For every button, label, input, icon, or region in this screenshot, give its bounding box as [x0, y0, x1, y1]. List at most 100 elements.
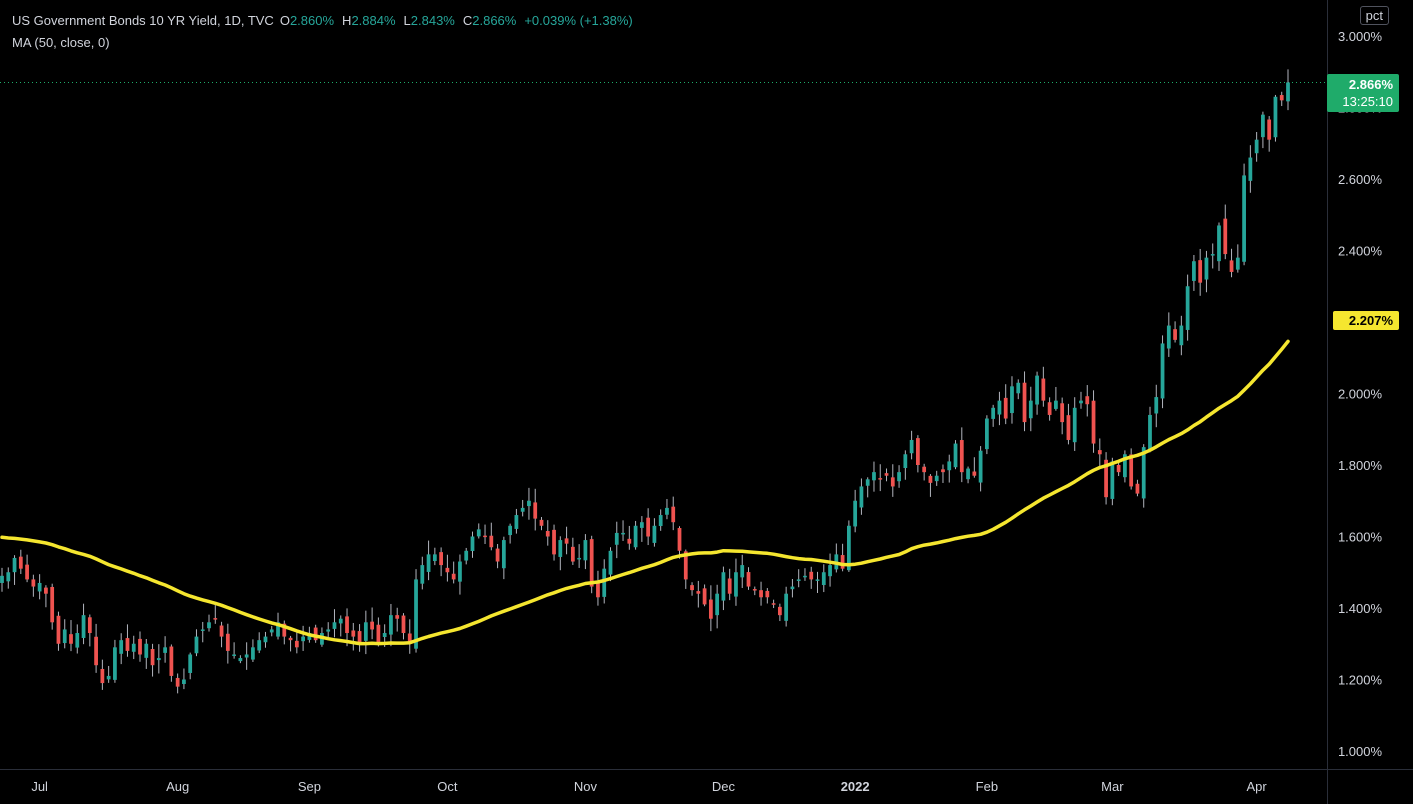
candle-body — [614, 532, 619, 545]
candle-body — [1217, 225, 1221, 262]
candle-body — [740, 565, 745, 578]
candle-body — [533, 502, 538, 519]
candle-body — [501, 540, 506, 569]
candle-body — [527, 500, 531, 507]
candle-body — [251, 647, 255, 660]
candles-group — [0, 69, 1290, 694]
candle-body — [370, 621, 374, 630]
candle-body — [934, 475, 939, 482]
high-value: 2.884% — [351, 13, 396, 28]
x-tick-label: Feb — [976, 779, 998, 794]
candle-body — [301, 636, 305, 642]
candle-body — [313, 627, 318, 641]
candle-body — [1286, 82, 1290, 102]
candle-body — [721, 572, 726, 601]
candle-body — [646, 517, 651, 537]
candle-body — [156, 658, 161, 661]
candle-body — [163, 647, 167, 653]
unit-toggle[interactable]: pct — [1359, 6, 1389, 25]
candle-body — [1003, 397, 1008, 419]
last-price-tag: 2.866% 13:25:10 — [1327, 74, 1399, 112]
change-value: +0.039% (+1.38%) — [524, 13, 633, 28]
y-tick-label: 1.800% — [1338, 458, 1383, 473]
candle-body — [1072, 407, 1077, 443]
candle-body — [696, 591, 701, 594]
x-tick-label: Jul — [31, 779, 48, 794]
candle-body — [1223, 218, 1228, 255]
candle-body — [683, 551, 688, 580]
candle-body — [395, 615, 400, 619]
candle-body — [432, 554, 437, 562]
y-tick-label: 3.000% — [1338, 29, 1383, 44]
ma-indicator-label[interactable]: MA (50, close, 0) — [12, 35, 110, 50]
close-value: 2.866% — [472, 13, 517, 28]
candle-body — [815, 579, 820, 581]
candle-body — [276, 622, 280, 637]
candle-body — [483, 535, 487, 538]
candle-body — [1160, 343, 1165, 399]
candle-body — [1041, 378, 1046, 401]
candle-body — [514, 515, 519, 529]
candle-body — [771, 603, 776, 605]
candle-body — [1085, 396, 1090, 405]
candle-body — [1135, 483, 1140, 494]
candle-body — [357, 631, 362, 644]
candle-body — [332, 622, 337, 629]
candle-body — [1110, 461, 1115, 499]
candle-body — [859, 486, 864, 508]
candle-body — [138, 638, 142, 655]
candle-body — [897, 472, 901, 482]
candle-body — [821, 572, 826, 586]
candle-body — [470, 536, 475, 552]
candle-body — [978, 450, 983, 483]
price-axis[interactable]: 1.000%1.200%1.400%1.600%1.800%2.000%2.20… — [1338, 29, 1383, 759]
candle-body — [1261, 114, 1265, 138]
candle-body — [144, 643, 149, 658]
y-tick-label: 1.600% — [1338, 530, 1383, 545]
candle-body — [558, 540, 563, 557]
candle-body — [1192, 261, 1196, 281]
candle-body — [75, 633, 80, 648]
y-tick-label: 1.000% — [1338, 744, 1383, 759]
candle-body — [389, 615, 393, 635]
y-tick-label: 1.200% — [1338, 673, 1383, 688]
candle-body — [69, 634, 73, 644]
moving-average-line — [0, 339, 1290, 646]
candle-body — [727, 578, 732, 594]
candle-body — [1279, 95, 1284, 101]
candle-body — [414, 579, 418, 649]
candle-body — [752, 589, 757, 591]
candle-body — [1173, 329, 1177, 340]
candle-body — [1097, 450, 1102, 455]
candle-body — [884, 473, 889, 476]
candle-body — [489, 535, 494, 548]
candle-body — [602, 568, 607, 597]
symbol-title[interactable]: US Government Bonds 10 YR Yield, 1D, TVC — [12, 13, 274, 28]
candle-body — [853, 500, 858, 527]
candle-body — [476, 529, 481, 537]
candle-body — [539, 519, 544, 526]
candle-body — [596, 581, 600, 598]
x-tick-label: Mar — [1101, 779, 1124, 794]
candle-body — [125, 638, 130, 651]
candle-body — [81, 615, 86, 638]
candle-body — [1141, 447, 1146, 499]
candle-body — [953, 443, 958, 468]
candle-body — [44, 587, 48, 594]
chart-legend: US Government Bonds 10 YR Yield, 1D, TVC… — [12, 10, 641, 54]
candle-body — [1273, 96, 1278, 138]
time-axis[interactable]: Jul Aug Sep Oct Nov Dec 2022 Feb Mar Apr — [31, 779, 1267, 794]
candle-body — [1091, 400, 1096, 444]
candle-body — [997, 400, 1002, 415]
candle-body — [18, 556, 23, 569]
open-value: 2.860% — [289, 13, 335, 28]
candle-body — [1148, 414, 1152, 450]
candle-body — [169, 646, 174, 676]
candle-body — [1028, 400, 1033, 419]
y-tick-label: 2.000% — [1338, 387, 1383, 402]
last-price-value: 2.866% — [1348, 77, 1393, 92]
candle-body — [734, 572, 738, 597]
candle-body — [1248, 157, 1253, 181]
